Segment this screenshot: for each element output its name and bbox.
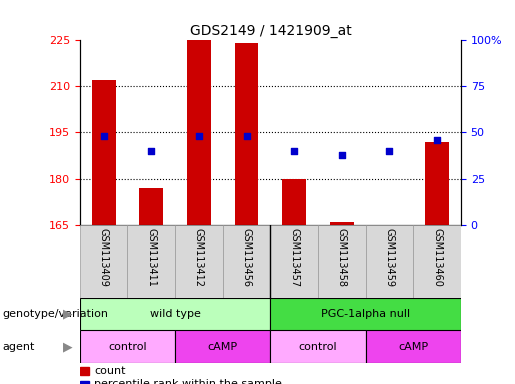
Bar bbox=[80, 381, 89, 384]
Text: PGC-1alpha null: PGC-1alpha null bbox=[321, 309, 410, 319]
Point bbox=[433, 137, 441, 143]
Text: cAMP: cAMP bbox=[208, 341, 238, 352]
Bar bbox=[235, 43, 259, 225]
Text: ▶: ▶ bbox=[62, 308, 72, 320]
Bar bbox=[330, 222, 354, 225]
Text: GSM113456: GSM113456 bbox=[242, 228, 251, 287]
Bar bbox=[80, 225, 128, 298]
Text: GSM113457: GSM113457 bbox=[289, 228, 299, 287]
Point bbox=[243, 133, 251, 139]
Text: agent: agent bbox=[3, 341, 35, 352]
Point bbox=[385, 148, 393, 154]
Bar bbox=[270, 298, 461, 330]
Bar bbox=[318, 225, 366, 298]
Text: count: count bbox=[94, 366, 126, 376]
Text: control: control bbox=[299, 341, 337, 352]
Bar bbox=[425, 142, 449, 225]
Bar bbox=[366, 330, 461, 363]
Text: genotype/variation: genotype/variation bbox=[3, 309, 109, 319]
Text: GSM113459: GSM113459 bbox=[385, 228, 394, 287]
Bar bbox=[92, 80, 115, 225]
Text: control: control bbox=[108, 341, 147, 352]
Text: wild type: wild type bbox=[150, 309, 200, 319]
Text: cAMP: cAMP bbox=[398, 341, 428, 352]
Bar bbox=[175, 330, 270, 363]
Text: GSM113458: GSM113458 bbox=[337, 228, 347, 287]
Bar bbox=[80, 330, 175, 363]
Bar bbox=[80, 298, 270, 330]
Text: percentile rank within the sample: percentile rank within the sample bbox=[94, 379, 282, 384]
Bar bbox=[366, 225, 413, 298]
Bar bbox=[413, 225, 461, 298]
Bar bbox=[282, 179, 306, 225]
Bar bbox=[270, 330, 366, 363]
Bar bbox=[175, 225, 222, 298]
Bar bbox=[140, 188, 163, 225]
Point bbox=[290, 148, 298, 154]
Point bbox=[338, 152, 346, 158]
Text: GSM113411: GSM113411 bbox=[146, 228, 156, 287]
Title: GDS2149 / 1421909_at: GDS2149 / 1421909_at bbox=[190, 24, 351, 38]
Point bbox=[147, 148, 156, 154]
Bar bbox=[128, 225, 175, 298]
Point bbox=[99, 133, 108, 139]
Text: GSM113409: GSM113409 bbox=[99, 228, 109, 287]
Text: GSM113412: GSM113412 bbox=[194, 228, 204, 287]
Bar bbox=[270, 225, 318, 298]
Text: GSM113460: GSM113460 bbox=[432, 228, 442, 287]
Text: ▶: ▶ bbox=[62, 340, 72, 353]
Bar bbox=[222, 225, 270, 298]
Bar bbox=[187, 40, 211, 225]
Point bbox=[195, 133, 203, 139]
Bar bbox=[80, 367, 89, 375]
